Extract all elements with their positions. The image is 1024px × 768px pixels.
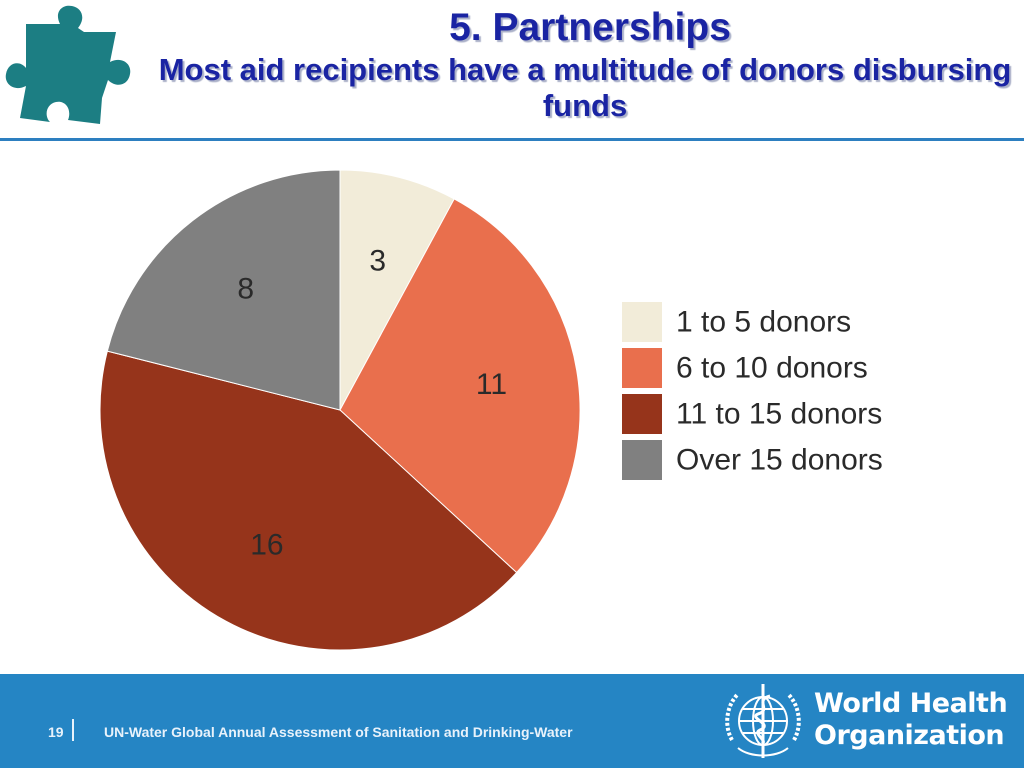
header-divider (0, 138, 1024, 141)
who-emblem-icon (725, 684, 801, 758)
footer-text: UN-Water Global Annual Assessment of San… (104, 724, 573, 740)
page-number-divider (72, 719, 74, 741)
pie-slice-2 (339, 198, 581, 574)
slice-value-label-2: 11 (476, 368, 507, 401)
organization-name: World Health Organization (814, 688, 1008, 752)
pie-slice-1 (339, 169, 455, 411)
organization-name-line2: Organization (814, 720, 1005, 751)
legend-label-4: Over 15 donors (676, 444, 883, 477)
slide-subtitle: Most aid recipients have a multitude of … (158, 52, 1012, 123)
pie-slice-3 (99, 350, 518, 651)
footer-bar: 19 UN-Water Global Annual Assessment of … (0, 674, 1024, 768)
legend-swatch-1 (622, 302, 662, 342)
legend-swatch-3 (622, 394, 662, 434)
legend-swatch-2 (622, 348, 662, 388)
title-block: 5. Partnerships Most aid recipients have… (150, 2, 1020, 124)
page-number: 19 (48, 724, 64, 740)
slice-value-label-3: 16 (250, 529, 283, 562)
legend-label-2: 6 to 10 donors (676, 352, 868, 385)
puzzle-piece-icon (5, 5, 131, 125)
slide-title: 5. Partnerships (449, 6, 731, 49)
pie-slice-4 (106, 169, 341, 411)
organization-name-line1: World Health (814, 688, 1008, 719)
pie-chart: 3 11 16 8 1 to 5 donors 6 to 10 donors 11 to 1… (99, 169, 883, 651)
legend-swatch-4 (622, 440, 662, 480)
legend-label-3: 11 to 15 donors (676, 398, 882, 431)
slice-value-label-4: 8 (237, 272, 254, 305)
slice-value-label-1: 3 (369, 245, 386, 278)
legend-label-1: 1 to 5 donors (676, 306, 851, 339)
